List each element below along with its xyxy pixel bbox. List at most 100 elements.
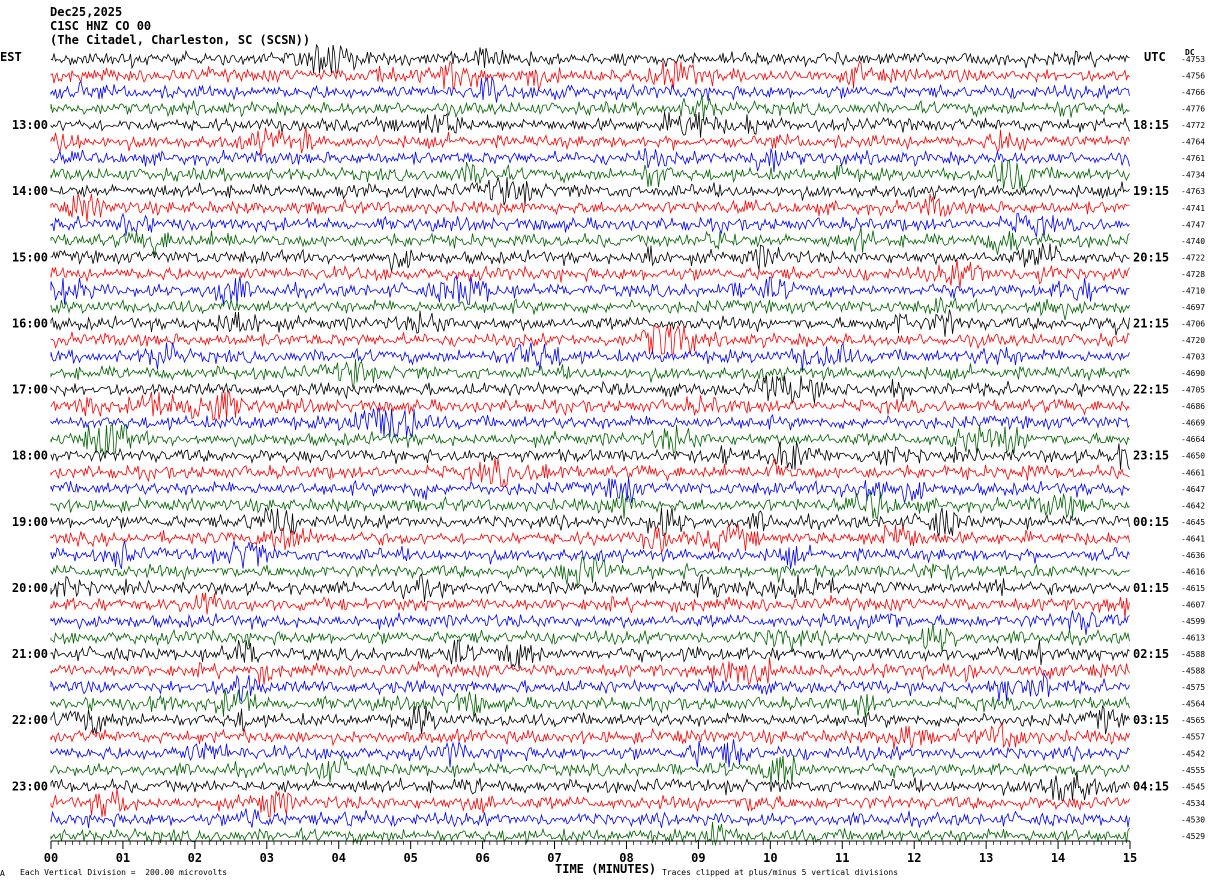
- dc-offset-value: -4650: [1181, 452, 1205, 461]
- dc-offset-value: -4764: [1181, 138, 1205, 147]
- x-axis-title: TIME (MINUTES): [555, 862, 657, 876]
- seismic-trace: [50, 689, 1130, 718]
- dc-offset-value: -4710: [1181, 286, 1205, 295]
- corner-mark: A: [0, 869, 5, 878]
- x-tick-label: 05: [403, 851, 417, 865]
- seismic-trace: [50, 572, 1130, 603]
- x-tick-label: 13: [979, 851, 993, 865]
- dc-offset-value: -4588: [1181, 650, 1205, 659]
- scale-note: Each Vertical Division = 200.00 microvol…: [20, 868, 228, 877]
- seismic-trace: [50, 491, 1130, 520]
- seismic-trace: [50, 243, 1130, 272]
- left-hour-label: 16:00: [12, 316, 48, 330]
- seismic-trace: [50, 342, 1130, 371]
- left-hour-label: 23:00: [12, 779, 48, 793]
- seismic-trace: [50, 754, 1130, 784]
- dc-offset-value: -4613: [1181, 634, 1205, 643]
- dc-offset-value: -4705: [1181, 386, 1205, 395]
- dc-offset-value: -4740: [1181, 237, 1205, 246]
- x-tick-label: 09: [691, 851, 705, 865]
- dc-offset-value: -4647: [1181, 485, 1205, 494]
- seismic-trace: [50, 772, 1130, 801]
- seismic-trace: [50, 424, 1130, 455]
- right-hour-label: 04:15: [1133, 779, 1169, 793]
- dc-offset-value: -4686: [1181, 402, 1205, 411]
- seismic-trace: [50, 623, 1130, 652]
- x-tick-label: 02: [188, 851, 202, 865]
- dc-offset-value: -4706: [1181, 319, 1205, 328]
- station-location: (The Citadel, Charleston, SC (SCSN)): [50, 33, 311, 47]
- seismic-trace: [50, 507, 1130, 537]
- time-axis: 00 01 02 03 04 05 06 07 08 09 10 11 12 13 14 15 13:00 14:…: [12, 118, 1169, 865]
- seismic-trace: [50, 359, 1130, 388]
- seismic-trace: [50, 610, 1130, 636]
- x-tick-label: 04: [332, 851, 346, 865]
- dc-offset-value: -4697: [1181, 303, 1205, 312]
- left-hour-label: 22:00: [12, 713, 48, 727]
- x-tick-label: 06: [475, 851, 489, 865]
- station-code: C1SC HNZ CO 00: [50, 19, 152, 33]
- seismic-trace: [50, 147, 1130, 173]
- dc-offset-value: -4557: [1181, 733, 1205, 742]
- right-hour-label: 03:15: [1133, 713, 1169, 727]
- dc-column-header: DC: [1185, 48, 1195, 57]
- seismic-traces: [50, 43, 1130, 847]
- seismic-trace: [50, 94, 1130, 121]
- seismic-trace: [50, 309, 1130, 337]
- dc-offset-value: -4756: [1181, 72, 1205, 81]
- seismic-trace: [50, 441, 1130, 470]
- dc-offset-value: -4766: [1181, 88, 1205, 97]
- x-tick-label: 15: [1123, 851, 1137, 865]
- left-hour-label: 18:00: [12, 449, 48, 463]
- dc-offset-value: -4722: [1181, 253, 1205, 262]
- dc-offset-value: -4641: [1181, 534, 1205, 543]
- seismic-trace: [50, 227, 1130, 255]
- dc-offset-value: -4565: [1181, 716, 1205, 725]
- dc-offset-value: -4545: [1181, 782, 1205, 791]
- dc-offset-value: -4542: [1181, 749, 1205, 758]
- right-hour-label: 18:15: [1133, 118, 1169, 132]
- seismic-trace: [50, 721, 1130, 750]
- dc-offset-value: -4616: [1181, 567, 1205, 576]
- seismic-trace: [50, 408, 1130, 439]
- left-hour-label: 13:00: [12, 118, 48, 132]
- seismic-trace: [50, 808, 1130, 829]
- dc-offset-value: -4661: [1181, 468, 1205, 477]
- dc-offset-value: -4555: [1181, 766, 1205, 775]
- dc-offset-value: -4564: [1181, 700, 1205, 709]
- seismic-trace: [50, 458, 1130, 488]
- dc-offset-value: -4741: [1181, 204, 1205, 213]
- left-hour-label: 17:00: [12, 383, 48, 397]
- left-hour-label: 15:00: [12, 250, 48, 264]
- left-timezone-label: EST: [0, 50, 22, 64]
- seismic-trace: [50, 391, 1130, 421]
- seismic-trace: [50, 296, 1130, 321]
- right-timezone-label: UTC: [1144, 50, 1166, 64]
- seismic-trace: [50, 672, 1130, 703]
- seismic-trace: [50, 275, 1130, 305]
- dc-offset-value: -4734: [1181, 171, 1205, 180]
- dc-offset-value: -4728: [1181, 270, 1205, 279]
- right-hour-label: 02:15: [1133, 647, 1169, 661]
- x-tick-label: 11: [835, 851, 849, 865]
- seismic-trace: [50, 705, 1130, 735]
- x-tick-label: 07: [547, 851, 561, 865]
- x-tick-label: 12: [907, 851, 921, 865]
- x-tick-label: 10: [763, 851, 777, 865]
- right-hour-label: 22:15: [1133, 383, 1169, 397]
- seismic-trace: [50, 477, 1130, 503]
- seismic-trace: [50, 193, 1130, 222]
- dc-offset-column: -4753 -4756 -4766 -4776 -4772 -4764 -4761 -4734…: [1181, 55, 1205, 841]
- x-tick-label: 01: [116, 851, 130, 865]
- dc-offset-value: -4529: [1181, 832, 1205, 841]
- seismic-trace: [50, 739, 1130, 768]
- left-hour-label: 20:00: [12, 581, 48, 595]
- seismic-trace: [50, 160, 1130, 190]
- seismic-trace: [50, 788, 1130, 818]
- dc-offset-value: -4636: [1181, 551, 1205, 560]
- dc-offset-value: -4776: [1181, 105, 1205, 114]
- dc-offset-value: -4690: [1181, 369, 1205, 378]
- dc-offset-value: -4599: [1181, 617, 1205, 626]
- seismic-trace: [50, 821, 1130, 847]
